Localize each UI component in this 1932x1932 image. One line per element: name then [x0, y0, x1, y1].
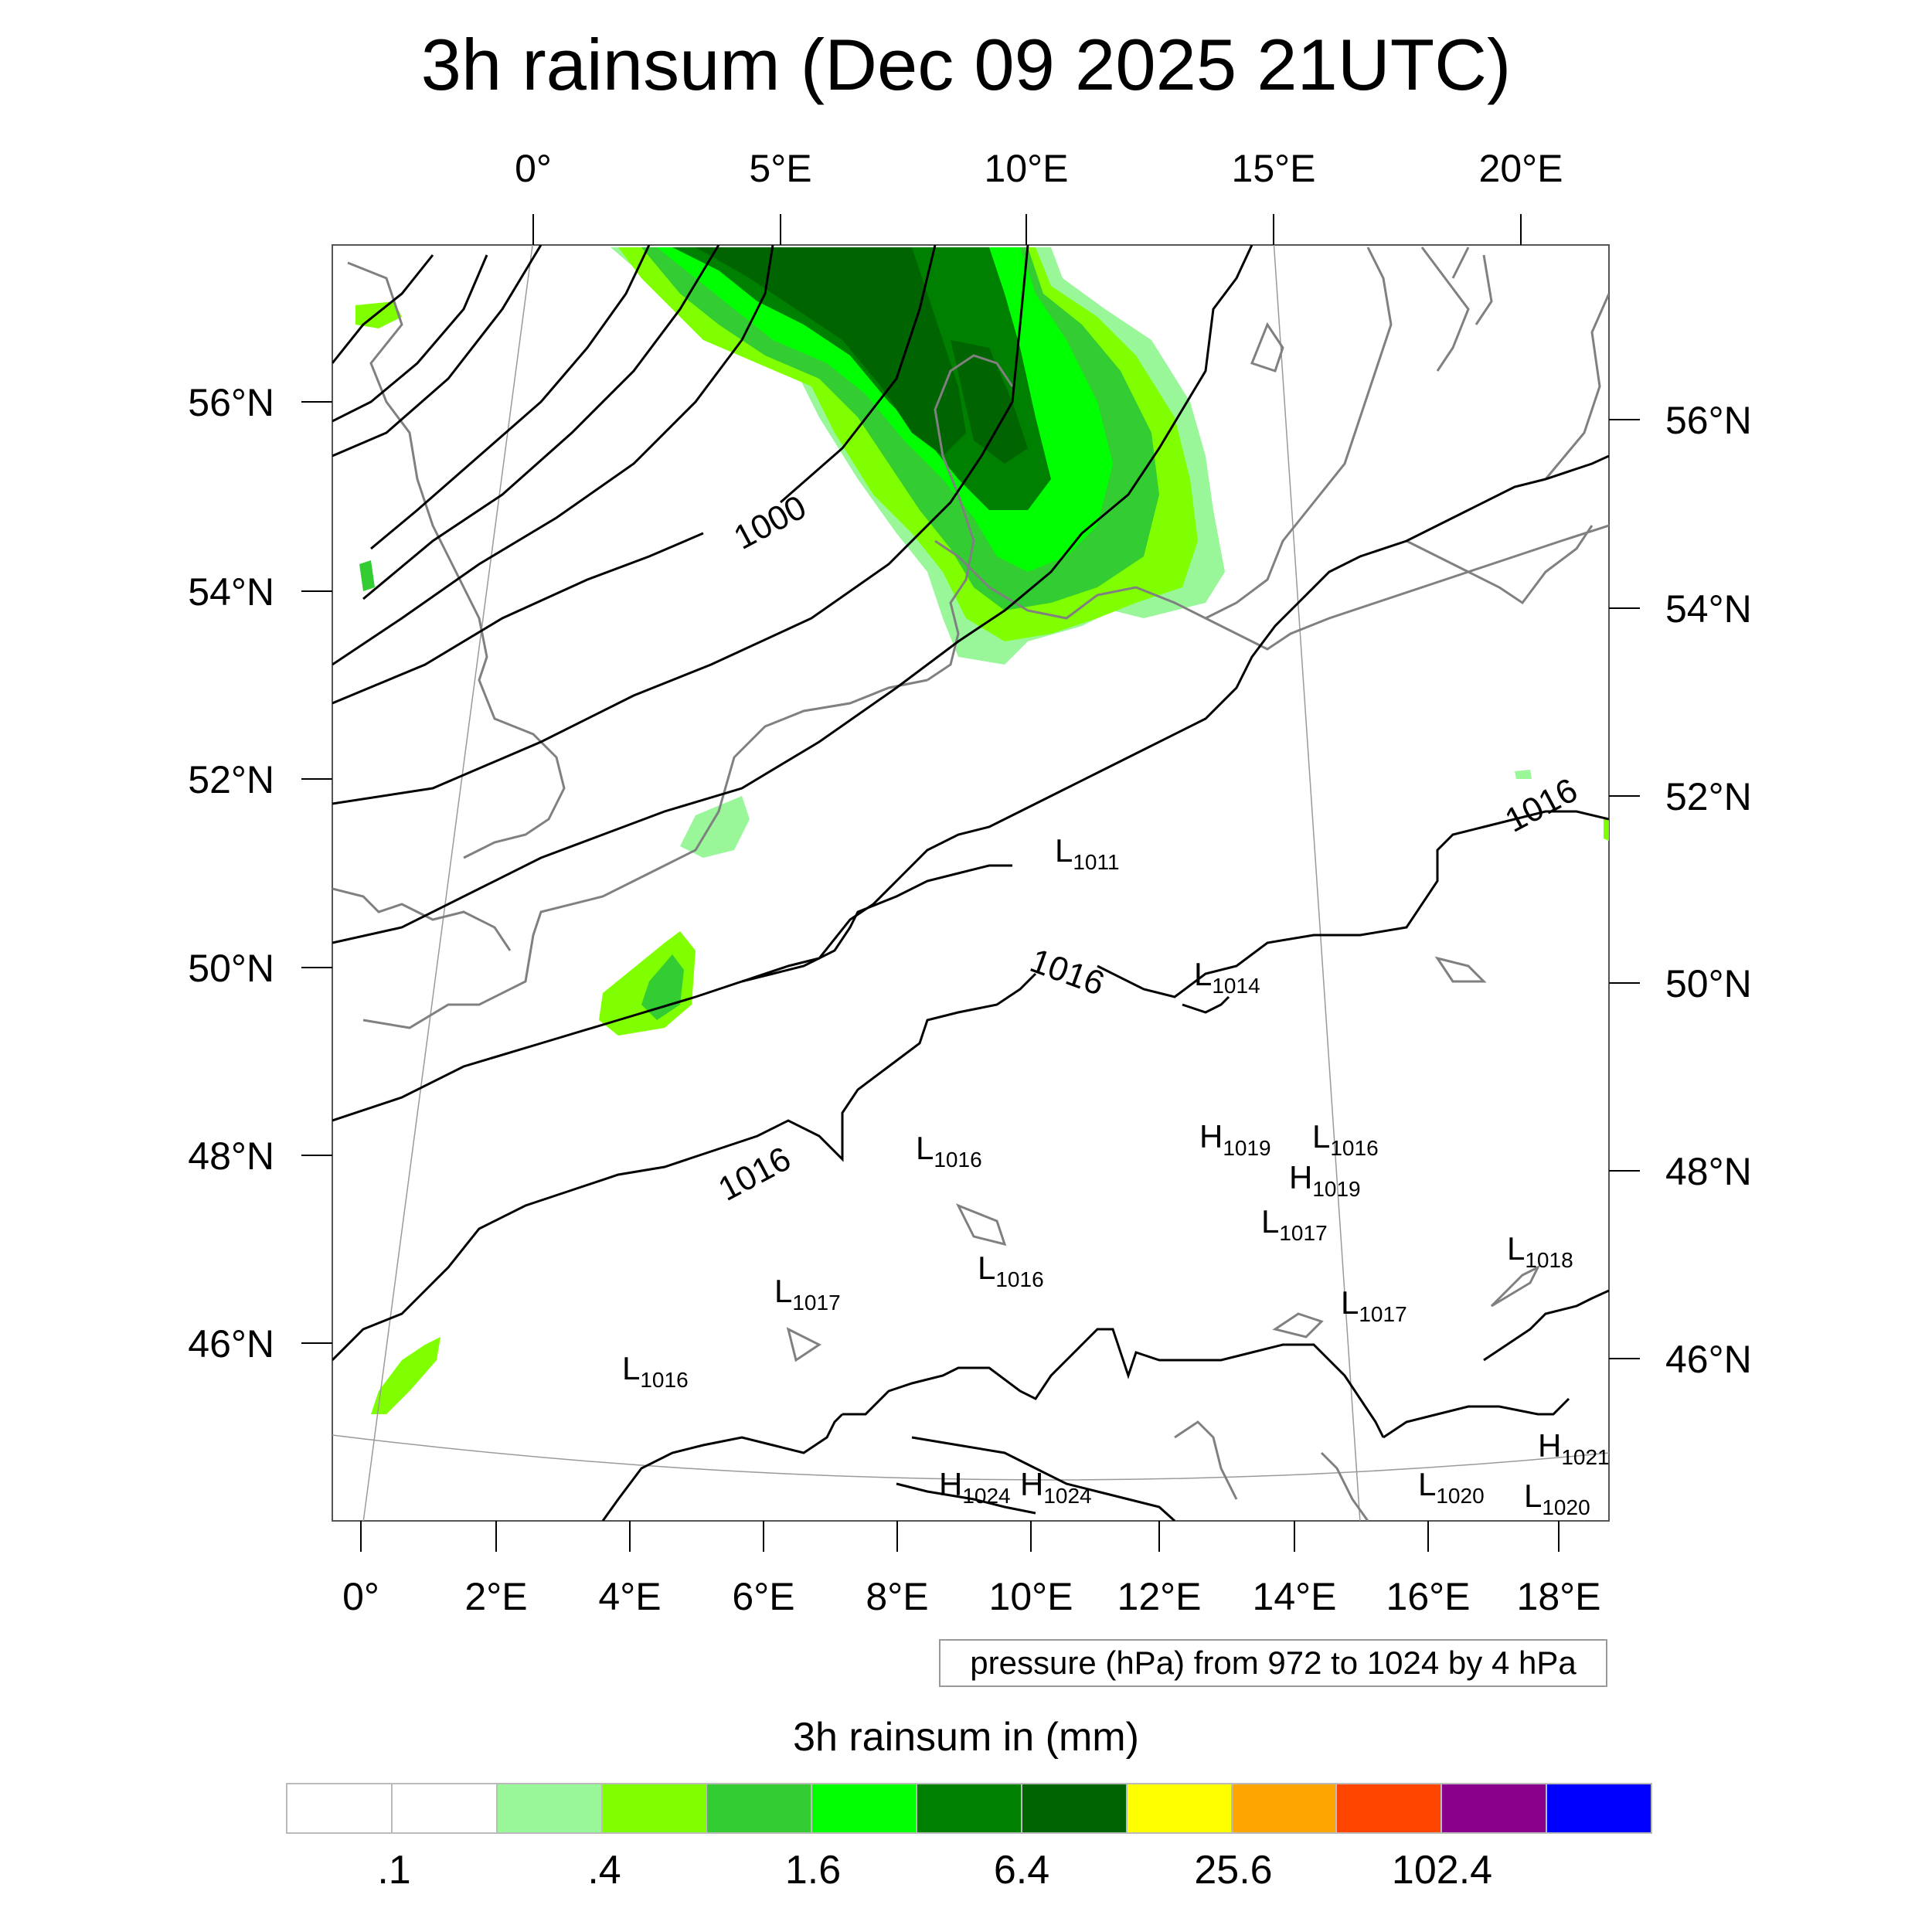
rain-area-france-south [371, 1337, 440, 1414]
left-lat-label: 56°N [188, 381, 274, 424]
colorbar-tick-label: 102.4 [1391, 1848, 1493, 1893]
pressure-center: L1011 [1055, 832, 1120, 874]
right-lat-label: 50°N [1665, 962, 1752, 1005]
colorbar [286, 1783, 1652, 1834]
top-lon-label: 15°E [1232, 147, 1316, 190]
rain-area-east-edge [1604, 818, 1609, 841]
rain-area-north-darkest-2 [951, 340, 1028, 464]
rain-area-lowcountries [680, 796, 750, 858]
pressure-center: L1017 [774, 1273, 841, 1315]
colorbar-tick-label: 1.6 [784, 1848, 842, 1893]
left-lat-label: 50°N [188, 947, 274, 990]
pressure-center: L1018 [1507, 1230, 1573, 1272]
pressure-center: L1016 [916, 1130, 982, 1172]
pressure-center: L1016 [1312, 1118, 1379, 1160]
right-lat-label: 46°N [1665, 1338, 1752, 1381]
bottom-lon-label: 12°E [1117, 1575, 1202, 1618]
precipitation-layer [355, 247, 1609, 1414]
bottom-lon-label: 18°E [1517, 1575, 1601, 1618]
colorbar-swatch [1022, 1784, 1128, 1832]
rain-area-north-darkest [696, 247, 966, 456]
right-lat-label: 54°N [1665, 587, 1752, 631]
left-lat-label: 46°N [188, 1322, 274, 1366]
top-lon-label: 0° [515, 147, 552, 190]
isobars [332, 245, 1609, 1521]
left-lat-label: 48°N [188, 1134, 274, 1178]
pressure-center: L1020 [1524, 1478, 1590, 1519]
bottom-lon-label: 0° [342, 1575, 379, 1618]
colorbar-tick-label: .1 [377, 1848, 411, 1893]
colorbar-swatch [602, 1784, 708, 1832]
rain-area-north-dark [672, 247, 1051, 510]
bottom-lon-label: 6°E [732, 1575, 794, 1618]
graticule [332, 245, 1609, 1521]
colorbar-title: 3h rainsum in (mm) [793, 1715, 1139, 1760]
colorbar-swatch [917, 1784, 1022, 1832]
top-lon-label: 5°E [749, 147, 811, 190]
colorbar-swatch [1127, 1784, 1233, 1832]
top-lon-label: 20°E [1479, 147, 1563, 190]
pressure-center: L1016 [622, 1350, 689, 1392]
right-lat-label: 56°N [1665, 399, 1752, 442]
contour-info-box: pressure (hPa) from 972 to 1024 by 4 hPa [939, 1639, 1607, 1687]
map-title: 3h rainsum (Dec 09 2025 21UTC) [420, 24, 1512, 105]
bottom-lon-label: 4°E [598, 1575, 661, 1618]
pressure-center: H1021 [1538, 1427, 1610, 1469]
pressure-center: L1016 [978, 1250, 1044, 1291]
right-lat-label: 48°N [1665, 1150, 1752, 1193]
colorbar-swatch [392, 1784, 498, 1832]
top-lon-label: 10°E [985, 147, 1069, 190]
colorbar-swatch [812, 1784, 918, 1832]
top-longitude-ticks [532, 214, 1522, 245]
colorbar-swatch [1232, 1784, 1338, 1832]
pressure-center: H1019 [1199, 1118, 1271, 1160]
colorbar-swatch [1337, 1784, 1443, 1832]
pressure-center: L1014 [1194, 956, 1260, 998]
colorbar-swatch [707, 1784, 813, 1832]
bottom-lon-label: 8°E [866, 1575, 928, 1618]
colorbar-tick-label: 25.6 [1194, 1848, 1273, 1893]
right-lat-label: 52°N [1665, 775, 1752, 818]
pressure-center: L1017 [1261, 1203, 1328, 1245]
colorbar-tick-label: .4 [587, 1848, 621, 1893]
bottom-longitude-ticks [360, 1521, 1560, 1552]
left-lat-label: 54°N [188, 570, 274, 614]
left-latitude-ticks [301, 401, 332, 1344]
coastlines [332, 247, 1609, 1521]
pressure-center: H1024 [1020, 1466, 1092, 1508]
colorbar-swatch [1547, 1784, 1651, 1832]
bottom-lon-label: 16°E [1386, 1575, 1471, 1618]
right-latitude-ticks [1609, 419, 1640, 1359]
colorbar-tick-label: 6.4 [993, 1848, 1050, 1893]
pressure-center: L1017 [1341, 1284, 1407, 1326]
colorbar-swatch [497, 1784, 603, 1832]
pressure-centers: L1011 L1014 L1016 H1019 L1016 H1019 L101… [622, 832, 1610, 1519]
pressure-center: L1020 [1418, 1466, 1485, 1508]
left-lat-label: 52°N [188, 758, 274, 801]
rain-area-uk-small [359, 560, 375, 591]
rain-area-poland-small [1515, 770, 1532, 779]
bottom-lon-label: 2°E [464, 1575, 527, 1618]
colorbar-swatch [287, 1784, 393, 1832]
pressure-center: H1019 [1289, 1159, 1361, 1201]
bottom-lon-label: 10°E [989, 1575, 1073, 1618]
pressure-center: H1024 [939, 1466, 1011, 1508]
bottom-lon-label: 14°E [1253, 1575, 1337, 1618]
colorbar-swatch [1442, 1784, 1548, 1832]
